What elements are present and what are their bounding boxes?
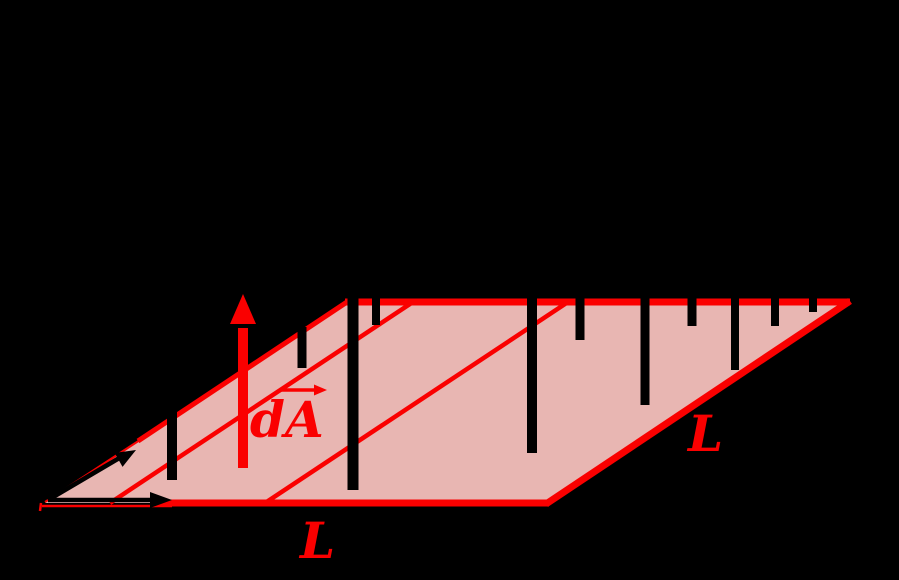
right-side-length-label: L bbox=[686, 404, 723, 463]
labels: dA L L bbox=[250, 384, 723, 570]
strip-divider-line bbox=[263, 300, 570, 505]
strip-divider-lines bbox=[108, 300, 570, 505]
corner-direction-arrows bbox=[46, 450, 172, 508]
area-vector-arrow bbox=[230, 294, 256, 468]
left-side-direction-arrow-head bbox=[114, 450, 136, 467]
area-vector-head bbox=[230, 294, 256, 324]
right-edge bbox=[544, 298, 852, 507]
left-side-direction-arrow-shaft bbox=[46, 455, 123, 502]
bottom-edge-hook bbox=[38, 502, 43, 512]
field-lines bbox=[167, 292, 817, 490]
bottom-side-length-label: L bbox=[298, 511, 335, 570]
vector-overarrow-icon bbox=[280, 384, 327, 396]
bottom-side-direction-arrow-head bbox=[150, 492, 172, 508]
strip-divider-line bbox=[108, 300, 415, 505]
vector-overarrow-head bbox=[314, 384, 327, 396]
area-element-label: dA bbox=[250, 390, 324, 449]
